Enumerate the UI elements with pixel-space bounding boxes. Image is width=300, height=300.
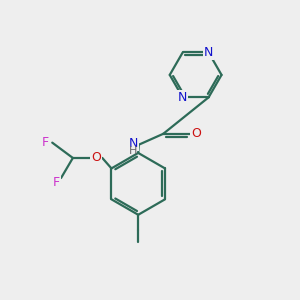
Text: H: H: [129, 146, 138, 156]
Text: O: O: [91, 152, 101, 164]
Text: F: F: [53, 176, 60, 189]
Text: N: N: [178, 91, 188, 104]
Text: F: F: [42, 136, 49, 149]
Text: N: N: [129, 137, 138, 150]
Text: N: N: [204, 46, 213, 59]
Text: O: O: [191, 127, 201, 140]
